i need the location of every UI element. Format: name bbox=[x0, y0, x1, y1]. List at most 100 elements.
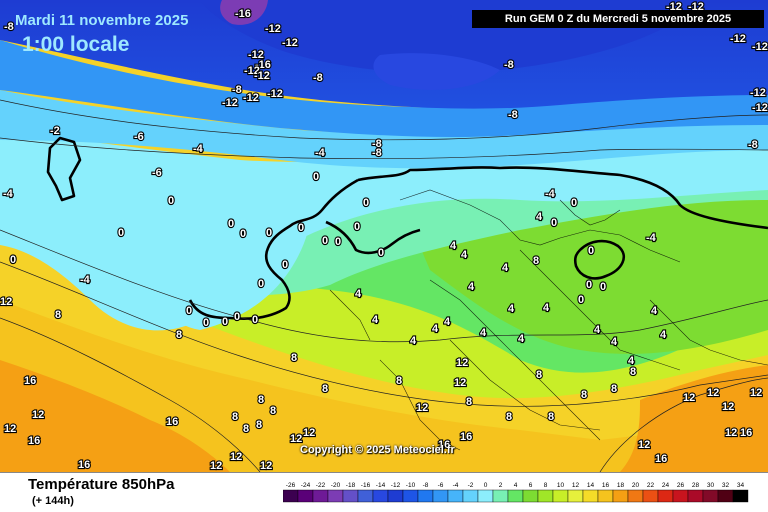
legend-swatch bbox=[717, 489, 734, 503]
temp-label: -12 bbox=[752, 41, 768, 53]
temp-label: -12 bbox=[254, 70, 270, 82]
legend-swatch bbox=[312, 489, 329, 503]
temp-label: 4 bbox=[432, 323, 439, 335]
temp-label: 16 bbox=[78, 459, 90, 471]
temp-label: 4 bbox=[468, 281, 475, 293]
legend-tick-label: 32 bbox=[722, 482, 730, 489]
temp-label: 8 bbox=[548, 411, 554, 423]
temp-label: 12 bbox=[638, 439, 650, 451]
temp-label: 16 bbox=[740, 427, 752, 439]
legend-swatch bbox=[642, 489, 659, 503]
temperature-map: -16 -12 -12 -12 -16 -12 -12 -8 -12 -12 -… bbox=[0, 0, 768, 472]
temp-label: 8 bbox=[55, 309, 61, 321]
copyright-notice: Copyright © 2025 Meteociel.fr bbox=[300, 444, 455, 456]
temp-label: 8 bbox=[243, 423, 249, 435]
temp-label: 0 bbox=[335, 236, 341, 248]
border-north bbox=[559, 199, 621, 226]
temp-label: -16 bbox=[255, 59, 271, 71]
temp-label: -12 bbox=[750, 87, 766, 99]
temp-label: -8 bbox=[504, 59, 514, 71]
temp-label: 12 bbox=[0, 296, 12, 308]
temp-label: 0 bbox=[571, 197, 577, 209]
temp-label: 4 bbox=[444, 316, 451, 328]
legend-tick-label: 30 bbox=[707, 482, 715, 489]
temp-label: 8 bbox=[232, 411, 238, 423]
temp-label: 0 bbox=[378, 247, 384, 259]
legend-tick-label: -22 bbox=[316, 482, 326, 489]
legend-swatch bbox=[402, 489, 419, 503]
zone-warm-south bbox=[0, 300, 768, 472]
legend-tick-label: -6 bbox=[438, 482, 444, 489]
temp-label: 12 bbox=[725, 427, 737, 439]
temp-label: -8 bbox=[232, 84, 242, 96]
temp-label: 12 bbox=[722, 401, 734, 413]
legend-tick-label: 14 bbox=[587, 482, 595, 489]
legend-tick-label: 26 bbox=[677, 482, 685, 489]
temp-label: 0 bbox=[363, 197, 369, 209]
temp-label: -12 bbox=[267, 88, 283, 100]
legend-swatch bbox=[687, 489, 704, 503]
temp-label: 4 bbox=[355, 288, 362, 300]
temp-label: 4 bbox=[543, 302, 550, 314]
temp-label: 4 bbox=[628, 355, 635, 367]
temp-label: 16 bbox=[655, 453, 667, 465]
temp-label: -12 bbox=[265, 23, 281, 35]
temp-label: 0 bbox=[258, 278, 264, 290]
legend-tick-label: -4 bbox=[453, 482, 459, 489]
legend-tick-label: 34 bbox=[737, 482, 745, 489]
temp-label: 8 bbox=[536, 369, 542, 381]
temp-label: -4 bbox=[315, 147, 326, 159]
color-scale-legend: -26 -24 -22 -20 -18 -16 -14 -12 -10 -8 -6 -4 -2 0 2 4 6 8… bbox=[282, 480, 753, 506]
temp-label: 8 bbox=[506, 411, 512, 423]
legend-tick-label: -20 bbox=[331, 482, 341, 489]
temp-label: 4 bbox=[410, 335, 417, 347]
coastline-continent bbox=[429, 279, 601, 441]
legend-swatch bbox=[627, 489, 644, 503]
temp-label: 8 bbox=[291, 352, 297, 364]
temp-label: 8 bbox=[396, 375, 402, 387]
temp-label: 4 bbox=[508, 303, 515, 315]
legend-swatch bbox=[567, 489, 584, 503]
temp-label: 4 bbox=[502, 262, 509, 274]
temp-label: -6 bbox=[152, 167, 162, 179]
temp-label: 16 bbox=[460, 431, 472, 443]
temp-label: 0 bbox=[222, 316, 228, 328]
temp-label: 12 bbox=[210, 460, 222, 472]
temp-label: 12 bbox=[230, 451, 242, 463]
zero-isotherm bbox=[46, 136, 768, 320]
temp-label: 0 bbox=[600, 281, 606, 293]
temp-label: 0 bbox=[354, 221, 360, 233]
temp-label: 0 bbox=[586, 279, 592, 291]
isotherm-minus4 bbox=[0, 137, 768, 160]
temp-label: 4 bbox=[660, 329, 667, 341]
isotherm-plus12 bbox=[0, 317, 261, 472]
temp-label: 12 bbox=[4, 423, 16, 435]
temp-label: 0 bbox=[551, 217, 557, 229]
legend-swatch bbox=[612, 489, 629, 503]
legend-tick-label: -12 bbox=[391, 482, 401, 489]
temp-label: 0 bbox=[588, 245, 594, 257]
temp-label: 0 bbox=[252, 314, 258, 326]
temp-label: 4 bbox=[651, 305, 658, 317]
model-run-banner: Run GEM 0 Z du Mercredi 5 novembre 2025 bbox=[472, 10, 764, 28]
temp-label: -12 bbox=[243, 92, 259, 104]
temp-label: -12 bbox=[222, 97, 238, 109]
temp-label: 8 bbox=[630, 366, 636, 378]
coastlines bbox=[329, 189, 768, 451]
legend-swatch bbox=[507, 489, 524, 503]
legend-swatch bbox=[552, 489, 569, 503]
temp-label: -8 bbox=[313, 72, 323, 84]
temp-label: 12 bbox=[456, 357, 468, 369]
temp-label: 12 bbox=[454, 377, 466, 389]
temp-label: 0 bbox=[298, 222, 304, 234]
temp-label: 0 bbox=[228, 218, 234, 230]
temp-label: 8 bbox=[176, 329, 182, 341]
legend-swatch bbox=[447, 489, 464, 503]
border-east bbox=[519, 249, 681, 371]
legend-tick-label: -24 bbox=[301, 482, 311, 489]
temp-label: 8 bbox=[533, 255, 539, 267]
temp-label: 0 bbox=[282, 259, 288, 271]
temp-label: 8 bbox=[322, 383, 328, 395]
temp-label: 8 bbox=[258, 394, 264, 406]
temp-label: 4 bbox=[450, 240, 457, 252]
